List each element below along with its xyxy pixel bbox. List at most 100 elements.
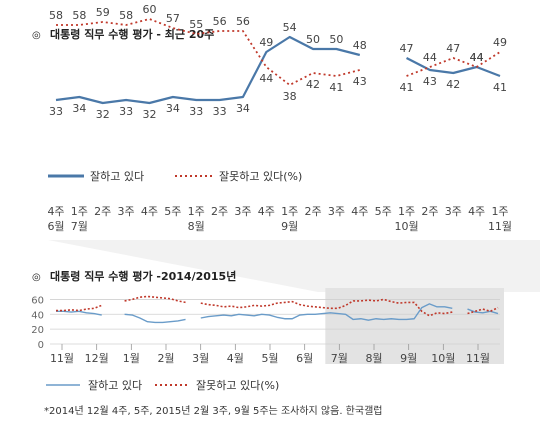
top-data-label: 43 [423,75,437,88]
top-data-label: 33 [189,105,203,118]
top-data-label: 33 [49,105,63,118]
x-tick-label: 8월 [365,352,382,365]
x-tick-label: 5월 [261,352,278,365]
top-data-label: 60 [142,3,156,16]
top-data-label: 41 [400,81,414,94]
top-x-tick-week: 1주 [281,205,298,218]
top-series-line-1 [406,51,501,77]
bottom-chart-title-prefix: ◎ [32,272,41,283]
top-data-label: 50 [306,33,320,46]
top-x-tick-week: 1주 [188,205,205,218]
top-x-tick-week: 3주 [328,205,345,218]
top-x-tick-month: 10월 [394,220,418,233]
x-tick-label: 12월 [85,352,109,365]
top-x-tick-week: 4주 [141,205,158,218]
top-x-tick-week: 5주 [375,205,392,218]
top-x-tick-month: 9월 [281,220,298,233]
top-series-line-0 [55,35,361,105]
highlight-region [325,288,504,364]
recent-20-weeks-chart: ◎ 대통령 직무 수행 평가 - 최근 20주 33 34 32 33 32 34 33 33… [32,3,512,233]
legend-label-approve: 잘하고 있다 [90,169,144,183]
y-tick-label: 40 [31,310,44,321]
bottom-legend-label-approve: 잘하고 있다 [88,378,142,392]
top-data-label: 56 [213,15,227,28]
y-tick-label: 20 [31,325,44,336]
top-data-label: 44 [470,51,484,64]
top-data-label: 54 [283,21,297,34]
bottom-series-line-0 [467,308,499,315]
top-x-tick-week: 3주 [234,205,251,218]
top-data-label: 33 [213,105,227,118]
bottom-series-line-0 [56,310,102,316]
top-data-label: 34 [72,102,86,115]
top-data-label: 38 [283,90,297,103]
top-data-label: 58 [49,9,63,22]
top-x-tick-week: 2주 [94,205,111,218]
zoom-connector [48,240,540,292]
top-data-label: 44 [470,51,484,64]
legend-label-disapprove: 잘못하고 있다(%) [219,169,302,183]
top-data-label: 58 [119,9,133,22]
top-x-tick-week: 5주 [164,205,181,218]
top-x-tick-week: 4주 [258,205,275,218]
top-x-tick-week: 3주 [118,205,135,218]
y-tick-label: 60 [31,295,44,306]
top-x-tick-week: 2주 [304,205,321,218]
bottom-chart-title: 대통령 직무 수행 평가 -2014/2015년 [50,269,236,283]
top-data-label: 49 [493,36,507,49]
top-data-label: 43 [353,75,367,88]
top-data-label: 42 [446,78,460,91]
bottom-series-line-0 [200,303,453,321]
top-x-tick-month: 11월 [488,220,512,233]
bottom-chart-series [56,295,499,324]
top-data-label: 44 [423,51,437,64]
top-x-tick-month: 6월 [47,220,64,233]
year-2014-2015-chart: ◎ 대통령 직무 수행 평가 -2014/2015년 0 20 40 60 11월 12월… [31,269,504,417]
x-tick-label: 4월 [227,352,244,365]
x-tick-label: 11월 [50,352,74,365]
top-chart-title-prefix: ◎ [32,30,41,41]
top-data-label: 59 [96,6,110,19]
top-x-tick-week: 1주 [71,205,88,218]
x-tick-label: 2월 [157,352,174,365]
top-x-tick-week: 1주 [491,205,508,218]
bottom-series-line-0 [124,313,186,324]
top-chart-data-labels: 33 34 32 33 32 34 33 33 34 49 54 50 50 48 47 43 42 44 41 58… [49,3,507,121]
top-data-label: 33 [119,105,133,118]
x-tick-label: 6월 [296,352,313,365]
top-chart-series [55,18,501,105]
top-data-label: 41 [329,81,343,94]
top-data-label: 42 [306,78,320,91]
top-x-tick-week: 2주 [211,205,228,218]
x-tick-label: 9월 [400,352,417,365]
top-data-label: 50 [329,33,343,46]
x-tick-label: 11월 [466,352,490,365]
bottom-chart-axes: 0 20 40 60 11월 12월 1월 2월 3월 4월 5월 6월 7월 8월 9월 10월 11월 [31,295,490,365]
top-data-label: 32 [96,108,110,121]
bottom-series-line-1 [467,306,499,315]
top-x-tick-week: 4주 [47,205,64,218]
top-data-label: 56 [236,15,250,28]
top-chart-x-axis: 4주 6월 1주 7월 2주 3주 4주 5주 1주 8월 2주 3주 4주 1주 9월 2주 3주 4주 5주 1주… [47,205,512,233]
top-x-tick-week: 1주 [398,205,415,218]
top-data-label: 34 [236,102,250,115]
bottom-series-line-1 [56,304,103,312]
top-x-tick-week: 3주 [445,205,462,218]
top-data-label: 49 [259,36,273,49]
top-data-label: 47 [446,42,460,55]
x-tick-label: 3월 [192,352,209,365]
top-data-label: 48 [353,39,367,52]
top-data-label: 44 [259,72,273,85]
bottom-chart-legend: 잘하고 있다 잘못하고 있다(%) [46,378,279,392]
x-tick-label: 10월 [431,352,455,365]
bottom-legend-label-disapprove: 잘못하고 있다(%) [196,378,279,392]
top-data-label: 58 [72,9,86,22]
top-data-label: 57 [166,12,180,25]
top-chart-title: 대통령 직무 수행 평가 - 최근 20주 [50,27,214,41]
top-data-label: 34 [166,102,180,115]
top-data-label: 47 [400,42,414,55]
x-tick-label: 1월 [123,352,140,365]
top-data-label: 32 [142,108,156,121]
top-x-tick-week: 2주 [421,205,438,218]
